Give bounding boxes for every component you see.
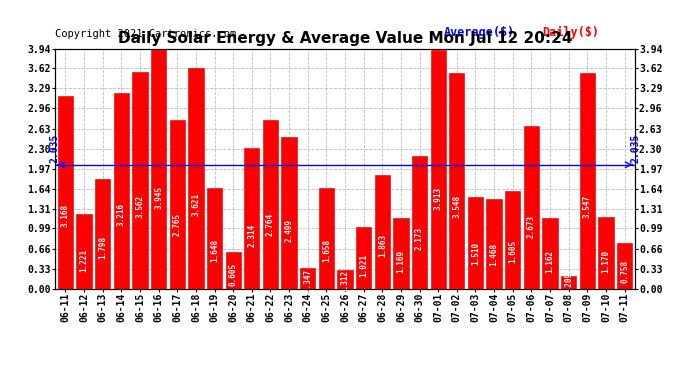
Text: 1.468: 1.468	[490, 243, 499, 266]
Text: 2.035: 2.035	[49, 134, 59, 163]
Bar	[114, 93, 129, 289]
Bar	[524, 126, 539, 289]
Title: Daily Solar Energy & Average Value Mon Jul 12 20:24: Daily Solar Energy & Average Value Mon J…	[118, 31, 572, 46]
Bar	[580, 73, 595, 289]
Bar	[151, 48, 166, 289]
Text: 1.021: 1.021	[359, 254, 368, 277]
Text: 1.221: 1.221	[79, 249, 88, 272]
Text: 1.863: 1.863	[377, 234, 387, 257]
Bar	[542, 218, 558, 289]
Bar	[77, 214, 92, 289]
Bar	[617, 243, 632, 289]
Bar	[207, 188, 222, 289]
Text: 1.605: 1.605	[509, 240, 518, 263]
Text: 1.648: 1.648	[210, 239, 219, 262]
Text: 3.562: 3.562	[135, 195, 144, 218]
Text: 1.169: 1.169	[397, 250, 406, 273]
Text: 2.173: 2.173	[415, 227, 424, 250]
Text: 2.499: 2.499	[284, 219, 293, 243]
Text: 1.510: 1.510	[471, 242, 480, 266]
Text: 3.548: 3.548	[453, 195, 462, 218]
Bar	[393, 217, 408, 289]
Text: 2.765: 2.765	[172, 213, 181, 236]
Text: 1.658: 1.658	[322, 239, 331, 262]
Bar	[356, 226, 371, 289]
Text: 2.035: 2.035	[631, 134, 641, 163]
Bar	[598, 217, 613, 289]
Bar	[282, 136, 297, 289]
Text: 1.162: 1.162	[546, 250, 555, 273]
Text: Copyright 2021 Cartronics.com: Copyright 2021 Cartronics.com	[55, 29, 237, 39]
Bar	[468, 197, 483, 289]
Bar	[244, 148, 259, 289]
Bar	[505, 191, 520, 289]
Bar	[188, 68, 204, 289]
Bar	[300, 268, 315, 289]
Text: Daily($): Daily($)	[542, 26, 599, 39]
Bar	[412, 156, 427, 289]
Text: 0.312: 0.312	[340, 270, 350, 293]
Bar	[449, 73, 464, 289]
Bar	[431, 50, 446, 289]
Text: 3.945: 3.945	[154, 186, 163, 209]
Bar	[486, 200, 502, 289]
Text: 2.673: 2.673	[527, 215, 536, 238]
Bar	[95, 179, 110, 289]
Bar	[263, 120, 278, 289]
Text: 0.758: 0.758	[620, 260, 629, 283]
Bar	[561, 276, 576, 289]
Bar	[375, 175, 390, 289]
Bar	[226, 252, 241, 289]
Text: 2.314: 2.314	[247, 224, 256, 247]
Bar	[170, 120, 185, 289]
Bar	[58, 96, 73, 289]
Text: 0.605: 0.605	[228, 263, 237, 286]
Bar	[337, 270, 353, 289]
Text: 1.170: 1.170	[602, 250, 611, 273]
Bar	[319, 188, 334, 289]
Text: 3.168: 3.168	[61, 204, 70, 227]
Text: 0.347: 0.347	[303, 269, 313, 292]
Text: 3.621: 3.621	[191, 194, 200, 216]
Text: 1.798: 1.798	[98, 236, 107, 259]
Text: 0.209: 0.209	[564, 272, 573, 296]
Bar	[132, 72, 148, 289]
Text: Average($): Average($)	[444, 26, 515, 39]
Text: 3.913: 3.913	[434, 187, 443, 210]
Text: 2.764: 2.764	[266, 213, 275, 236]
Text: 3.216: 3.216	[117, 203, 126, 226]
Text: 3.547: 3.547	[583, 195, 592, 218]
